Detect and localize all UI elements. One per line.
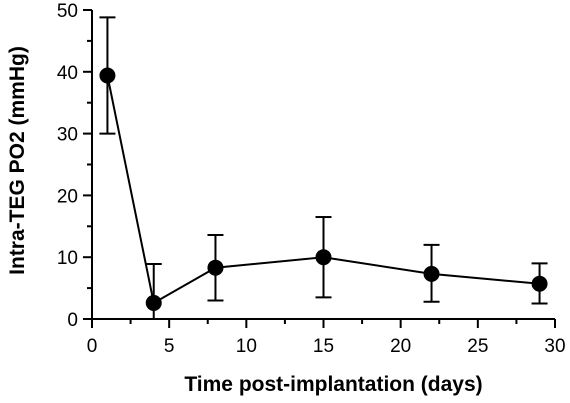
data-point bbox=[99, 67, 116, 84]
data-point bbox=[423, 265, 440, 282]
series-line bbox=[106, 75, 540, 305]
tick-labels: 0 10 20 30 40 50 0 5 10 15 20 25 30 bbox=[57, 1, 566, 357]
data-point bbox=[145, 294, 162, 311]
data-point bbox=[315, 249, 332, 266]
y-axis-title: Intra-TEG PO2 (mmHg) bbox=[6, 46, 29, 275]
x-axis-title: Time post-implantation (days) bbox=[184, 373, 482, 396]
y-tick-label: 20 bbox=[57, 186, 78, 207]
x-tick-label: 25 bbox=[467, 336, 488, 357]
x-tick-label: 15 bbox=[313, 336, 334, 357]
y-tick-label: 10 bbox=[57, 248, 78, 269]
x-tick-label: 0 bbox=[87, 336, 98, 357]
y-tick-label: 40 bbox=[57, 63, 78, 84]
x-tick-label: 10 bbox=[236, 336, 257, 357]
x-tick-label: 20 bbox=[390, 336, 411, 357]
tick-marks bbox=[83, 9, 556, 328]
data-point bbox=[207, 259, 224, 276]
x-tick-label: 30 bbox=[544, 336, 565, 357]
y-tick-label: 0 bbox=[67, 310, 78, 331]
plot-area bbox=[99, 16, 548, 320]
data-point bbox=[531, 275, 548, 292]
y-tick-label: 30 bbox=[57, 125, 78, 146]
y-tick-label: 50 bbox=[57, 1, 78, 22]
x-tick-label: 5 bbox=[164, 336, 175, 357]
